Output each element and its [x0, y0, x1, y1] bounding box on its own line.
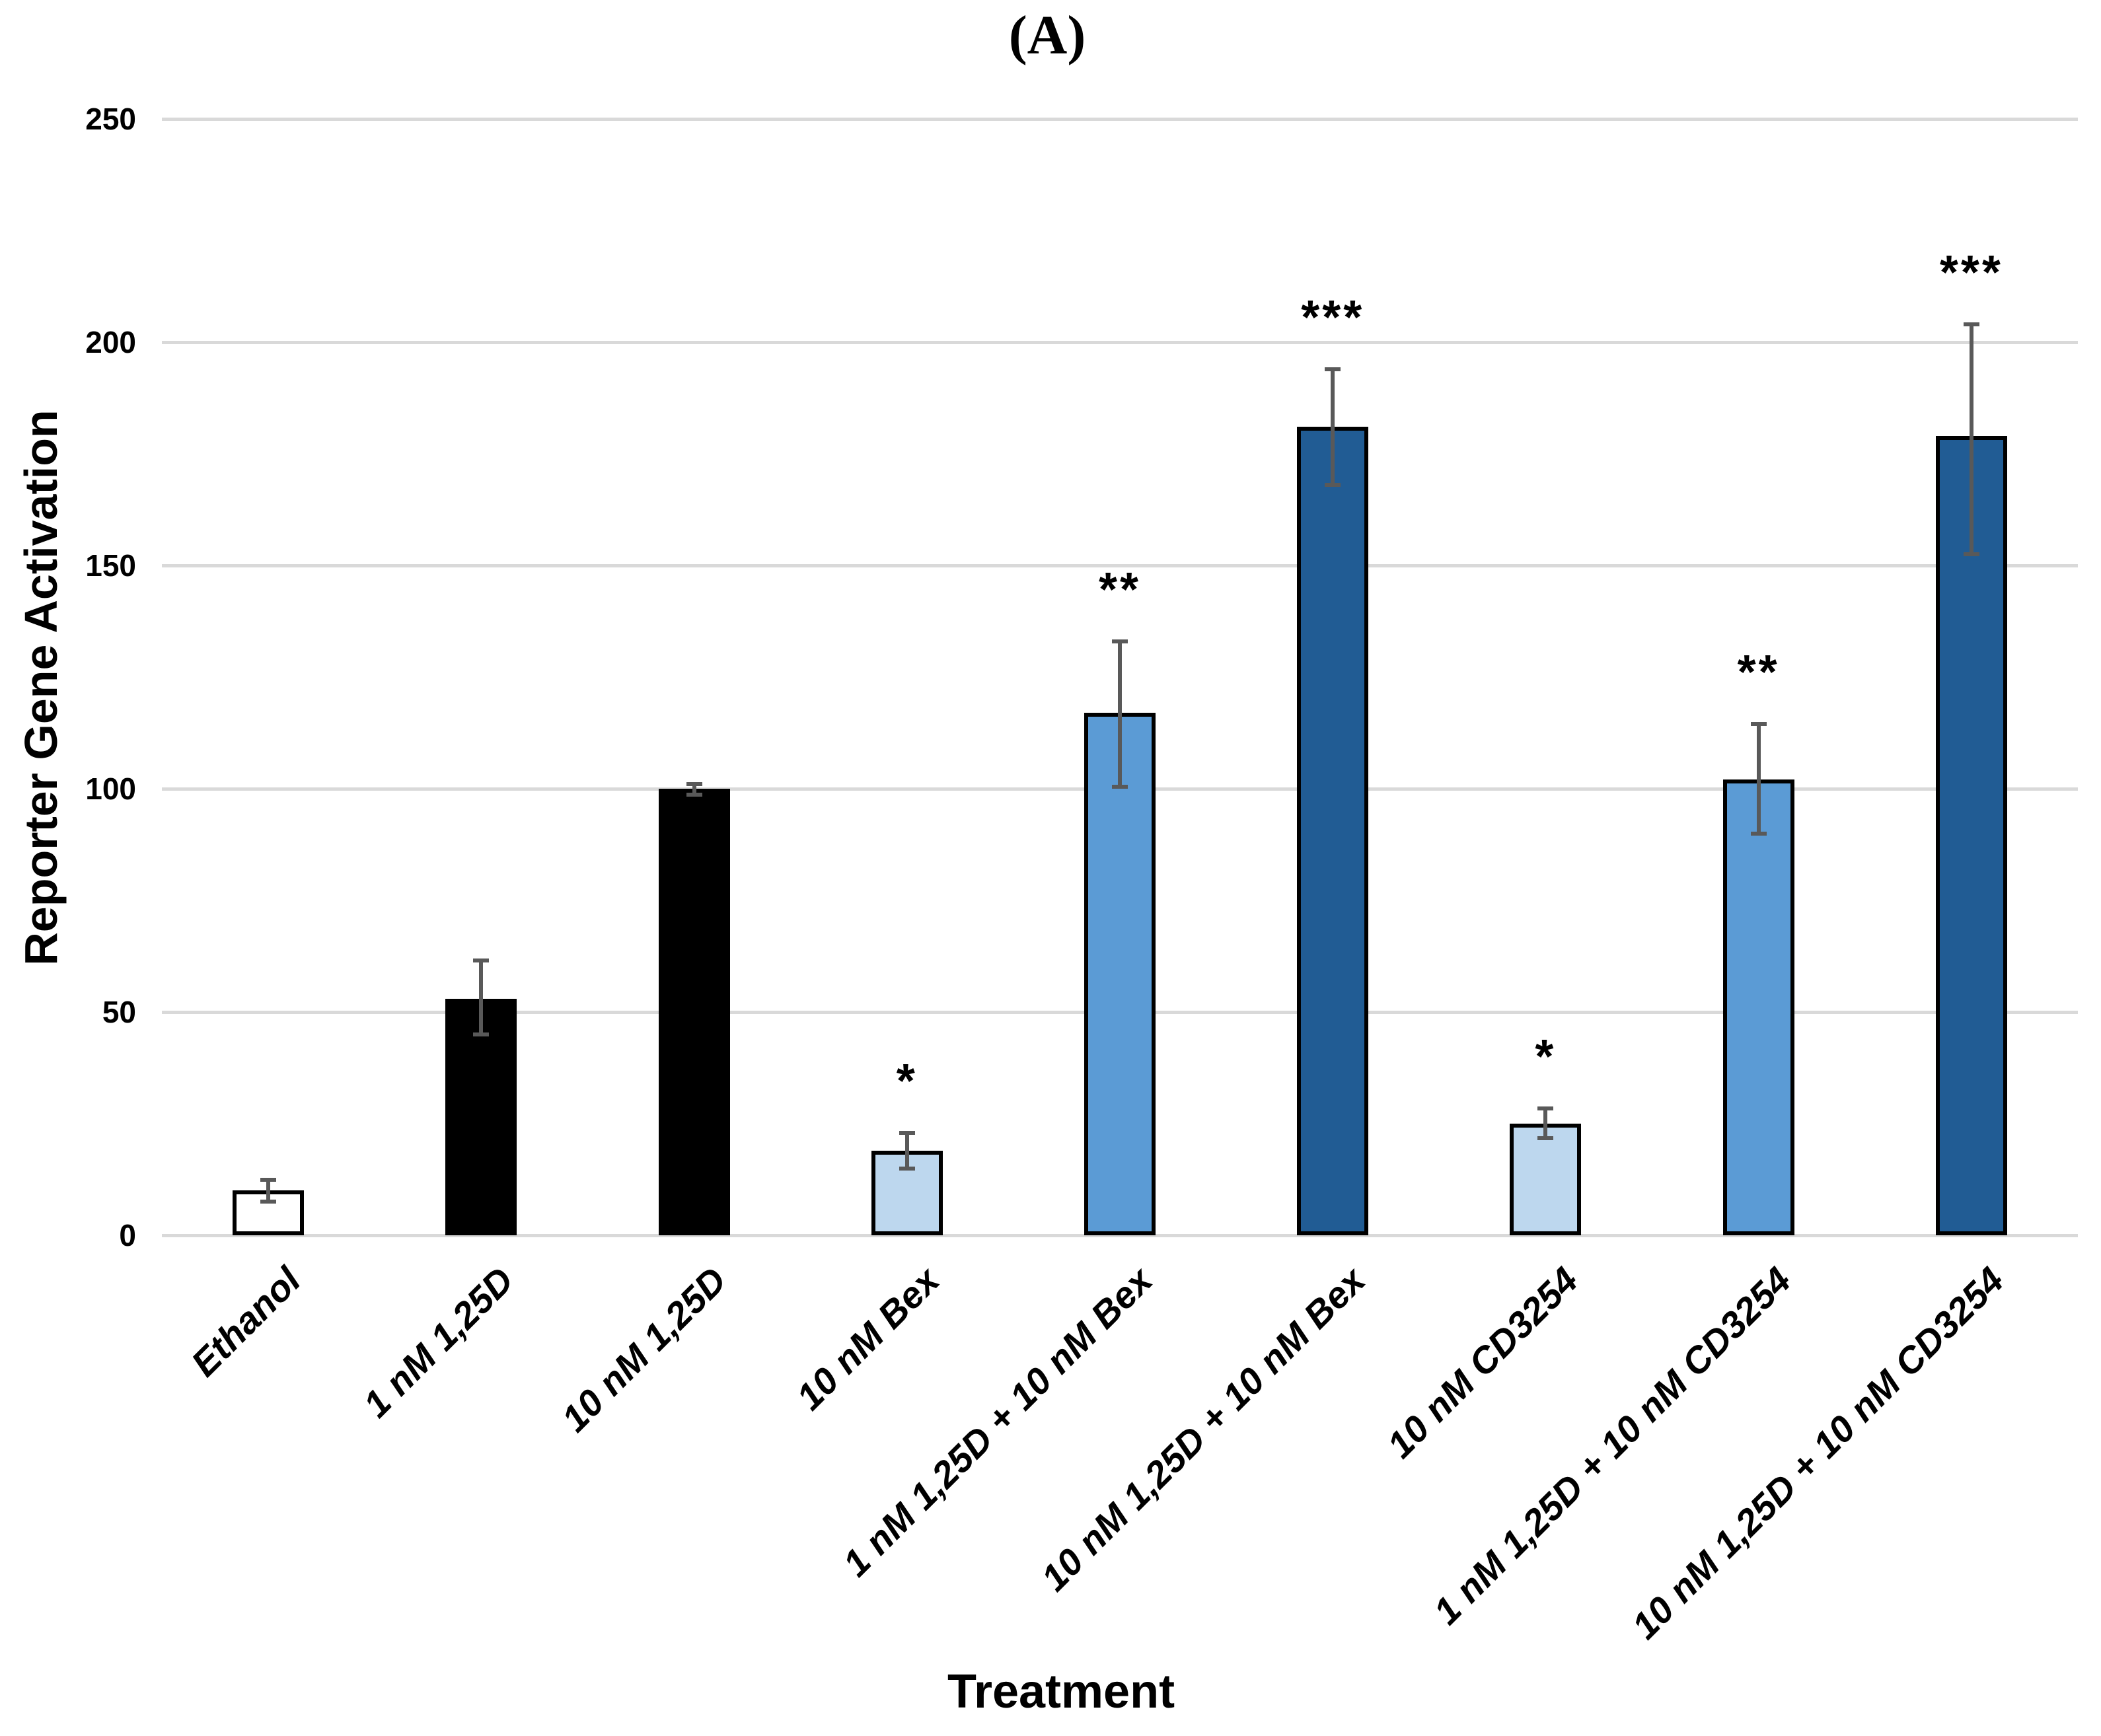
x-tick-label: 1 nM 1,25D — [355, 1258, 521, 1426]
error-bar-cap-top — [686, 782, 702, 787]
y-tick-label: 0 — [119, 1218, 136, 1252]
error-bar-cap-top — [1325, 367, 1341, 371]
error-bar — [692, 784, 696, 795]
error-bar — [1118, 641, 1122, 787]
error-bar-cap-top — [1963, 322, 1979, 326]
error-bar-cap-top — [1537, 1106, 1554, 1111]
bar — [658, 789, 730, 1235]
bar — [1510, 1124, 1582, 1235]
error-bar-cap-bottom — [1112, 784, 1128, 789]
error-bar-cap-bottom — [260, 1200, 277, 1204]
error-bar — [1331, 369, 1335, 486]
error-bar — [904, 1132, 909, 1169]
error-bar — [1969, 324, 1973, 555]
error-bar-cap-top — [1112, 639, 1128, 643]
gridline — [162, 563, 2078, 567]
x-tick-label: 10 nM 1,25D — [553, 1258, 734, 1440]
error-bar-cap-bottom — [899, 1166, 915, 1171]
y-tick-label: 200 — [85, 325, 136, 359]
significance-label: ** — [1737, 645, 1780, 699]
significance-label: *** — [1939, 246, 2003, 299]
error-bar-cap-bottom — [1537, 1136, 1554, 1140]
error-bar-cap-top — [899, 1130, 915, 1135]
significance-label: *** — [1301, 291, 1365, 344]
significance-label: * — [1535, 1031, 1557, 1084]
error-bar — [1543, 1108, 1548, 1138]
error-bar — [1756, 723, 1761, 834]
y-tick-label: 50 — [102, 995, 136, 1029]
x-tick-label: 1 nM 1,25D + 10 nM CD3254 — [1425, 1258, 1799, 1632]
x-tick-label: 10 nM CD3254 — [1378, 1258, 1586, 1466]
error-bar-cap-top — [473, 958, 490, 963]
error-bar-cap-bottom — [1325, 483, 1341, 488]
x-tick-label: 10 nM 1,25D + 10 nM CD3254 — [1623, 1258, 2012, 1647]
gridline — [162, 340, 2078, 344]
bar — [445, 998, 517, 1235]
significance-label: * — [896, 1054, 918, 1108]
error-bar — [479, 960, 484, 1034]
y-tick-label: 150 — [85, 548, 136, 583]
y-axis-title: Reporter Gene Activation — [15, 410, 67, 966]
error-bar-cap-bottom — [1750, 831, 1767, 836]
error-bar-cap-bottom — [686, 792, 702, 797]
x-axis-title: Treatment — [947, 1665, 1175, 1718]
figure-label: (A) — [1008, 5, 1086, 66]
gridline — [162, 117, 2078, 121]
bar — [1935, 435, 2007, 1235]
error-bar-cap-bottom — [1963, 552, 1979, 557]
x-tick-label: 10 nM Bex — [788, 1258, 947, 1418]
bar — [1722, 779, 1794, 1235]
significance-label: ** — [1098, 563, 1142, 616]
gridline — [162, 1233, 2078, 1237]
y-tick-label: 100 — [85, 772, 136, 806]
bar — [1297, 427, 1369, 1235]
bar — [1084, 713, 1156, 1235]
error-bar-cap-top — [260, 1178, 277, 1182]
error-bar — [266, 1180, 271, 1202]
error-bar-cap-top — [1750, 721, 1767, 726]
x-tick-label: Ethanol — [182, 1258, 309, 1385]
y-tick-label: 250 — [85, 102, 136, 136]
error-bar-cap-bottom — [473, 1032, 490, 1036]
